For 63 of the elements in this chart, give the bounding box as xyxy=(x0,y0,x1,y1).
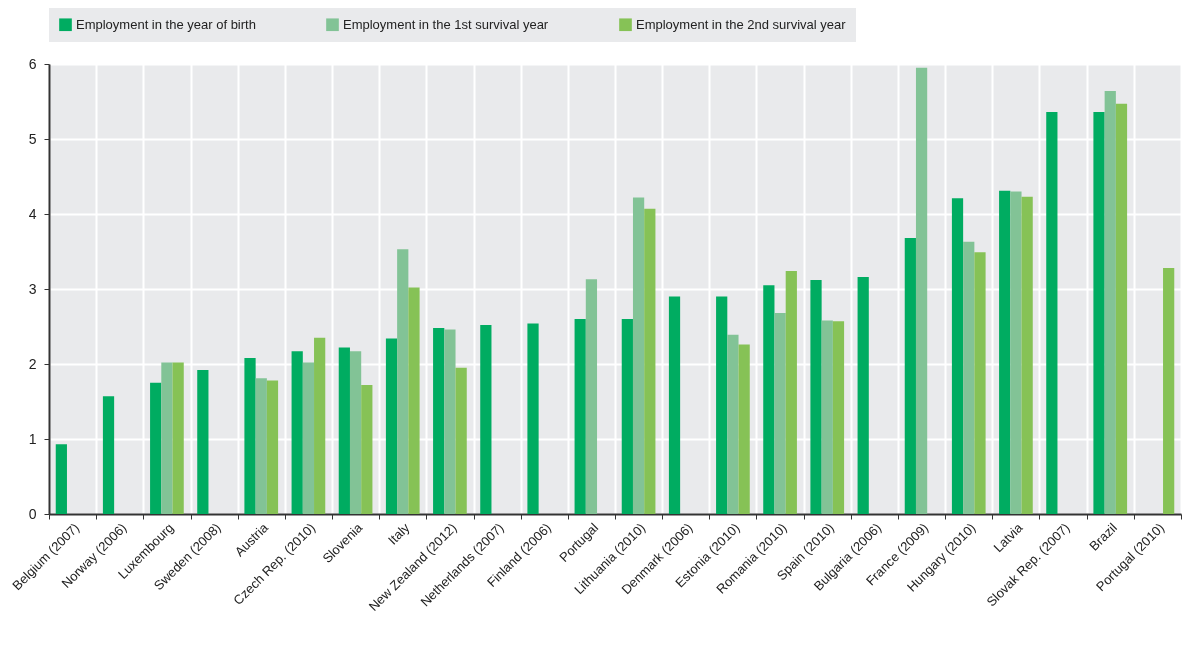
bar xyxy=(1093,112,1105,514)
bar xyxy=(244,358,256,514)
bar xyxy=(585,279,598,514)
y-tick-label: 1 xyxy=(28,430,37,447)
bar xyxy=(738,344,750,514)
bar xyxy=(904,238,916,514)
bar xyxy=(668,296,681,514)
bar xyxy=(644,208,656,514)
bar xyxy=(1010,191,1022,514)
y-tick-label: 6 xyxy=(28,55,37,72)
bar xyxy=(1104,91,1116,514)
bar xyxy=(266,380,279,514)
bar xyxy=(338,347,350,514)
bar xyxy=(1021,196,1033,514)
bar xyxy=(197,370,209,514)
bar xyxy=(161,362,173,514)
y-tick-label: 3 xyxy=(28,280,37,297)
bar xyxy=(433,328,445,514)
bar xyxy=(727,334,739,514)
legend-label: Employment in the year of birth xyxy=(76,16,256,32)
bar xyxy=(1115,103,1128,514)
bar xyxy=(832,321,845,514)
bar xyxy=(716,296,728,514)
bar xyxy=(574,319,586,514)
bar xyxy=(255,378,267,514)
bar xyxy=(397,249,409,514)
bar xyxy=(302,362,315,514)
y-tick-label: 0 xyxy=(28,505,37,522)
bar xyxy=(385,338,398,514)
bar xyxy=(821,320,833,514)
bar xyxy=(999,190,1011,514)
bar xyxy=(915,67,928,514)
y-tick-label: 4 xyxy=(28,205,37,222)
legend-label: Employment in the 1st survival year xyxy=(343,16,549,32)
bar xyxy=(291,351,303,514)
bar xyxy=(172,362,184,514)
bar xyxy=(1046,112,1058,514)
bar xyxy=(951,198,964,514)
bar xyxy=(974,252,986,514)
bar xyxy=(857,277,869,514)
y-tick-label: 5 xyxy=(28,130,37,147)
bar xyxy=(527,323,539,514)
bar xyxy=(632,197,645,514)
bar xyxy=(621,319,633,514)
bar xyxy=(810,280,822,514)
bar xyxy=(361,385,373,514)
bar xyxy=(963,241,975,514)
bar xyxy=(774,313,786,514)
bar xyxy=(455,367,467,514)
bar xyxy=(102,396,115,514)
bar xyxy=(314,337,326,514)
bar xyxy=(444,329,456,514)
bar xyxy=(785,271,797,514)
bar xyxy=(480,325,492,514)
bar xyxy=(763,285,775,514)
y-tick-label: 2 xyxy=(28,355,37,372)
bar xyxy=(349,351,362,514)
bar xyxy=(408,287,420,514)
bar xyxy=(1163,268,1175,514)
bar xyxy=(55,444,67,514)
x-tick-label: Italy xyxy=(384,519,413,548)
bar xyxy=(150,382,162,514)
legend-label: Employment in the 2nd survival year xyxy=(636,16,847,32)
